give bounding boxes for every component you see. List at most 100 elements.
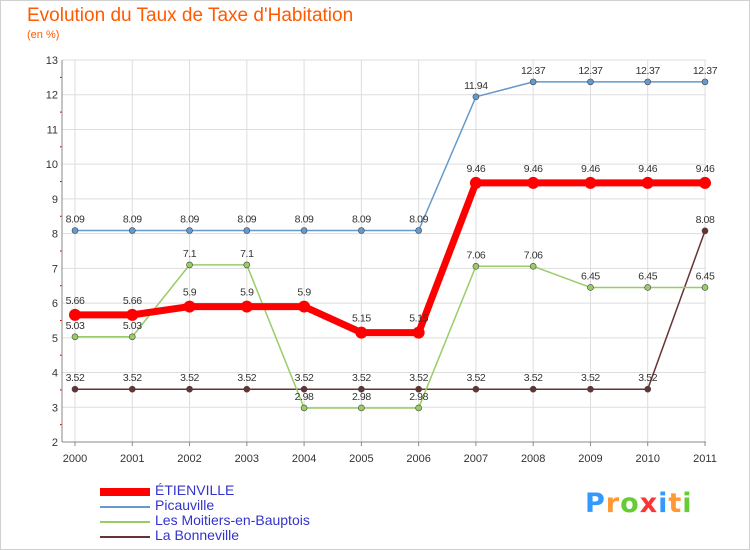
data-point: [472, 93, 480, 101]
x-tick-label: 2011: [693, 453, 717, 465]
data-point: [71, 227, 79, 234]
data-point: [644, 284, 652, 291]
data-point: [186, 227, 193, 234]
data-label: 3.52: [581, 372, 600, 384]
data-point: [529, 78, 537, 86]
data-label: 3.52: [237, 372, 256, 384]
data-label: 3.52: [524, 372, 543, 384]
x-tick-label: 2000: [63, 453, 87, 465]
data-point: [587, 284, 594, 291]
data-point: [128, 227, 136, 234]
data-label: 3.52: [352, 372, 371, 384]
data-point: [128, 385, 136, 393]
data-label: 5.9: [183, 287, 197, 299]
chart-title: Evolution du Taux de Taxe d'Habitation: [27, 5, 354, 26]
data-label: 2.98: [295, 391, 314, 403]
data-label: 5.9: [297, 287, 311, 299]
data-label: 3.52: [180, 372, 199, 384]
x-tick-label: 2006: [406, 453, 430, 465]
data-point: [358, 385, 365, 393]
data-point: [527, 176, 540, 189]
data-label: 12.37: [578, 65, 603, 77]
data-label: 2.98: [352, 391, 371, 403]
data-point: [415, 385, 422, 393]
data-label: 3.52: [638, 372, 657, 384]
data-point: [71, 385, 79, 393]
data-point: [300, 404, 308, 412]
data-point: [300, 385, 308, 393]
x-tick-label: 2010: [635, 453, 659, 465]
data-label: 7.06: [466, 249, 485, 261]
data-point: [183, 300, 196, 313]
legend-swatch: [100, 488, 150, 496]
legend-label: ÉTIENVILLE: [155, 482, 235, 498]
y-tick-label: 3: [52, 402, 58, 414]
logo-letter: r: [605, 488, 621, 519]
data-label: 5.03: [123, 320, 142, 332]
data-point: [587, 78, 594, 86]
data-point: [69, 308, 81, 321]
data-point: [699, 176, 711, 189]
data-point: [126, 308, 139, 321]
data-label: 8.09: [409, 214, 428, 226]
data-point: [186, 385, 193, 393]
data-point: [71, 333, 79, 341]
data-label: 3.52: [409, 372, 428, 384]
data-point: [587, 385, 594, 393]
y-tick-label: 9: [52, 194, 58, 206]
data-label: 3.52: [466, 372, 485, 384]
data-label: 5.03: [66, 320, 85, 332]
data-label: 12.37: [693, 65, 718, 77]
data-point: [529, 262, 537, 270]
legend-swatch: [100, 521, 150, 523]
data-label: 8.09: [295, 214, 314, 226]
data-label: 8.09: [237, 214, 256, 226]
plot-area: [62, 60, 706, 442]
y-tick-label: 7: [52, 263, 58, 275]
y-tick-label: 13: [46, 55, 58, 67]
data-point: [243, 385, 251, 393]
data-point: [358, 404, 365, 412]
data-point: [240, 300, 253, 313]
data-point: [701, 227, 709, 235]
data-label: 6.45: [581, 270, 600, 282]
logo-letter: i: [682, 488, 693, 519]
data-label: 11.94: [464, 80, 488, 92]
data-label: 9.46: [581, 163, 600, 175]
data-point: [243, 227, 251, 234]
data-label: 7.1: [183, 248, 197, 260]
data-point: [469, 176, 482, 189]
x-tick-label: 2004: [292, 453, 316, 465]
data-point: [644, 78, 652, 86]
data-label: 8.09: [180, 214, 199, 226]
x-tick-label: 2001: [120, 453, 144, 465]
logo-letter: i: [658, 488, 669, 519]
data-point: [243, 261, 251, 269]
data-point: [186, 261, 193, 269]
x-tick-label: 2005: [349, 453, 373, 465]
data-label: 2.98: [409, 391, 428, 403]
data-label: 8.08: [696, 214, 715, 226]
data-label: 9.46: [524, 163, 543, 175]
data-point: [298, 300, 311, 313]
data-point: [415, 404, 422, 412]
data-label: 5.15: [409, 313, 428, 325]
legend-swatch: [100, 536, 150, 538]
data-label: 6.45: [696, 270, 715, 282]
data-label: 8.09: [352, 214, 371, 226]
data-label: 5.15: [352, 313, 371, 325]
data-label: 3.52: [295, 372, 314, 384]
data-label: 7.1: [240, 248, 254, 260]
data-point: [355, 326, 368, 339]
series-line: [74, 81, 706, 232]
y-tick-label: 11: [47, 124, 58, 136]
x-tick-label: 2003: [235, 453, 259, 465]
series-line: [74, 264, 706, 409]
series-line: [71, 179, 709, 337]
proxiti-logo: Proxiti: [585, 488, 693, 519]
data-label: 7.06: [524, 249, 543, 261]
legend-swatch: [100, 506, 150, 508]
x-tick-label: 2008: [521, 453, 545, 465]
legend-label: La Bonneville: [155, 527, 240, 543]
